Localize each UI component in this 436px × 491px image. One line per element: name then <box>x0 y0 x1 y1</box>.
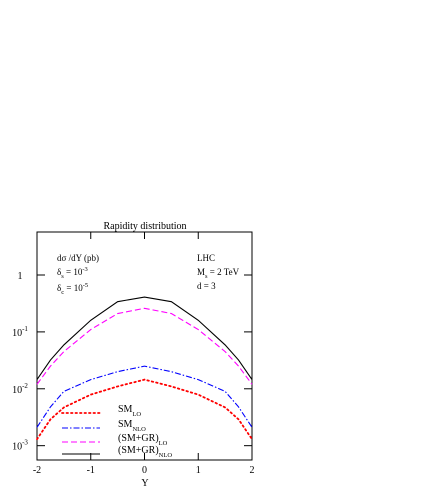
x-tick-label: 1 <box>196 465 201 476</box>
annotation-text: δ <box>57 283 61 293</box>
legend-label: SMLO <box>118 404 141 418</box>
legend-label: (SM+GR)NLO <box>118 445 172 459</box>
legend-label: (SM+GR)LO <box>118 433 168 447</box>
annotation-text: d = 3 <box>197 281 216 291</box>
annotation: dσ /dY (pb) <box>57 253 99 263</box>
y-tick-label: 1 <box>18 271 23 282</box>
annotation-text: δ <box>57 267 61 277</box>
x-tick-label: 2 <box>250 465 255 476</box>
x-tick-label: -1 <box>87 465 95 476</box>
legend-subscript: NLO <box>159 452 173 459</box>
legend-name: SM <box>118 419 133 430</box>
y-tick-exponent: -2 <box>22 382 28 390</box>
series-line <box>36 296 253 380</box>
annotation-text: LHC <box>197 253 215 263</box>
annotation: δs = 10-3 <box>57 266 88 280</box>
legend-subscript: NLO <box>132 426 146 433</box>
legend-name: (SM+GR) <box>118 445 159 456</box>
y-tick-base: 10 <box>12 385 22 396</box>
annotation-subscript: c <box>61 289 64 296</box>
y-tick-label: 10-2 <box>12 382 28 396</box>
y-tick-label: 10-1 <box>12 325 28 339</box>
annotation-superscript: -5 <box>83 282 88 289</box>
series-line <box>36 307 253 385</box>
annotation-text: dσ /dY (pb) <box>57 253 99 263</box>
legend-subscript: LO <box>132 411 141 418</box>
y-tick-label: 10-3 <box>12 439 28 453</box>
series-line <box>36 378 253 441</box>
annotation: LHC <box>197 253 215 263</box>
legend-subscript: LO <box>159 440 168 447</box>
y-tick-base: 1 <box>18 271 23 282</box>
annotation: Ms = 2 TeV <box>197 267 240 280</box>
annotation-subscript: s <box>205 273 208 280</box>
y-tick-base: 10 <box>12 442 22 453</box>
annotation: d = 3 <box>197 281 216 291</box>
x-tick-label: -2 <box>33 465 41 476</box>
chart-title: Rapidity distribution <box>103 221 186 232</box>
x-tick-label: 0 <box>142 465 147 476</box>
annotation-text: = 2 TeV <box>208 267 240 277</box>
annotation-text: M <box>197 267 205 277</box>
series-line <box>36 365 253 428</box>
annotation-superscript: -3 <box>82 266 87 273</box>
y-tick-exponent: -1 <box>22 325 28 333</box>
legend-label: SMNLO <box>118 419 146 433</box>
legend-name: SM <box>118 404 133 415</box>
y-tick-base: 10 <box>12 328 22 339</box>
legend-name: (SM+GR) <box>118 433 159 444</box>
annotation-subscript: s <box>61 273 64 280</box>
annotation-text: = 10 <box>64 283 83 293</box>
annotation: δc = 10-5 <box>57 282 88 296</box>
annotation-text: = 10 <box>64 267 83 277</box>
y-tick-exponent: -3 <box>22 439 28 447</box>
x-axis-label: Y <box>141 478 148 489</box>
